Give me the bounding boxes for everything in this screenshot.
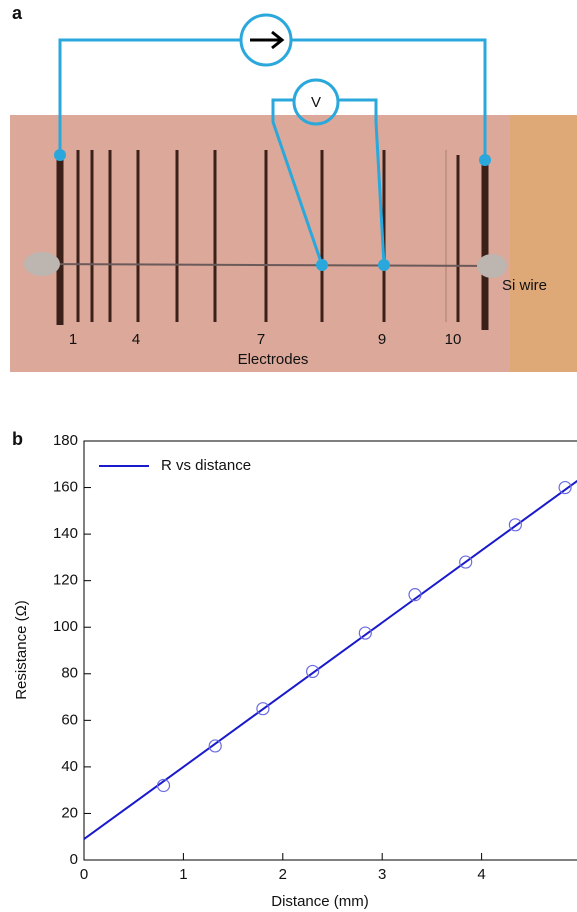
- data-point: [558, 480, 572, 495]
- contact-pad: [477, 254, 507, 278]
- data-point: [208, 739, 222, 753]
- dot: [316, 259, 328, 271]
- wire-label: Si wire: [502, 277, 547, 294]
- y-tick-label: 140: [53, 525, 78, 542]
- x-tick-label: 3: [378, 866, 386, 883]
- data-point: [306, 664, 320, 679]
- y-tick-label: 40: [61, 758, 78, 775]
- legend-label: R vs distance: [161, 457, 251, 474]
- y-tick-label: 120: [53, 572, 78, 589]
- y-tick-label: 180: [53, 432, 78, 449]
- electrodes-label: Electrodes: [238, 351, 309, 368]
- contact-pad: [24, 252, 60, 276]
- electrodes: [56, 150, 489, 330]
- electrode-number: 4: [132, 331, 140, 348]
- y-axis-label: Resistance (Ω): [13, 600, 30, 700]
- y-tick-label: 100: [53, 618, 78, 635]
- si-wire: [29, 263, 506, 267]
- y-tick-label: 160: [53, 479, 78, 496]
- wire: [271, 98, 324, 266]
- data-point: [508, 518, 522, 532]
- dot: [479, 154, 491, 166]
- contact-dots: [54, 149, 491, 271]
- electrode-number: 9: [378, 331, 386, 348]
- x-tick-label: 0: [80, 866, 88, 883]
- dot: [54, 149, 66, 161]
- tape: [510, 115, 577, 372]
- photo: [10, 115, 577, 372]
- data-point: [408, 588, 422, 602]
- arrow-head: [271, 30, 285, 50]
- fit-line: [83, 479, 577, 840]
- meter-label: V: [311, 94, 321, 111]
- data-point: [358, 626, 372, 640]
- dot: [378, 259, 390, 271]
- electrode-number: 10: [445, 331, 462, 348]
- electrode-number: 7: [257, 331, 265, 348]
- plot-frame: [83, 440, 577, 861]
- wire: [58, 38, 241, 155]
- x-axis-label: Distance (mm): [271, 893, 369, 910]
- ammeter: [239, 13, 293, 67]
- data-point: [459, 555, 473, 569]
- x-tick-label: 2: [279, 866, 287, 883]
- wire: [338, 98, 386, 266]
- y-tick-label: 60: [61, 711, 78, 728]
- voltmeter: [292, 78, 340, 126]
- x-tick-label: 1: [179, 866, 187, 883]
- wire: [291, 38, 487, 160]
- x-tick-label: 4: [477, 866, 485, 883]
- y-tick-label: 0: [70, 851, 78, 868]
- panel-label: b: [12, 429, 23, 449]
- electrode-number: 1: [69, 331, 77, 348]
- data-point: [256, 702, 270, 716]
- circuit: [58, 13, 487, 266]
- y-tick-label: 80: [61, 665, 78, 682]
- y-tick-label: 20: [61, 804, 78, 821]
- panel-label: a: [12, 3, 23, 23]
- data-point: [156, 778, 171, 793]
